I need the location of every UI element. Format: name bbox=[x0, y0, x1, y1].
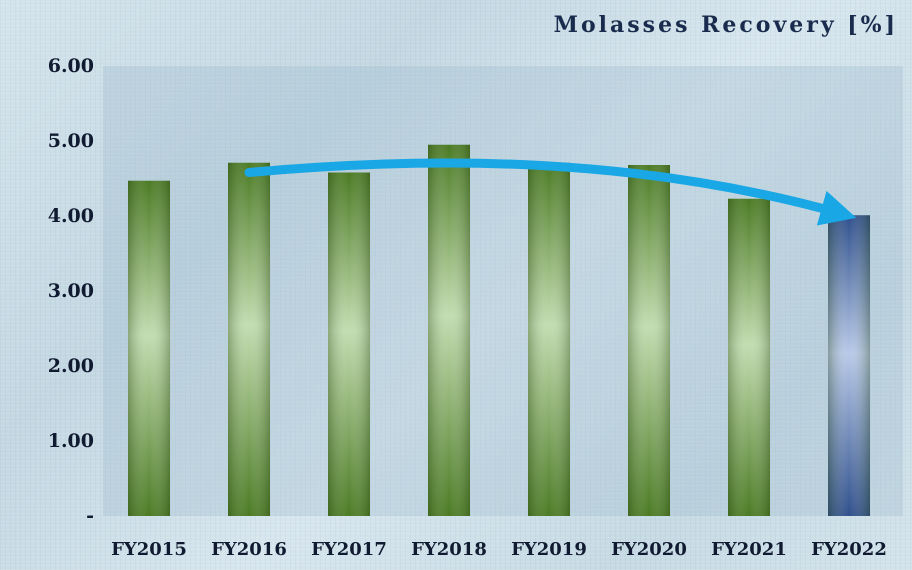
bar-shading bbox=[728, 198, 770, 516]
x-tick-label: FY2019 bbox=[511, 539, 587, 560]
x-tick-label: FY2022 bbox=[811, 539, 887, 560]
y-axis: - 1.00 2.00 3.00 4.00 5.00 6.00 bbox=[48, 55, 94, 527]
bar-shading bbox=[228, 162, 270, 516]
bar-shading bbox=[428, 144, 470, 516]
x-tick-label: FY2021 bbox=[711, 539, 787, 560]
annotations bbox=[244, 158, 857, 226]
y-tick-label: 2.00 bbox=[48, 355, 94, 377]
bar-shading bbox=[128, 180, 170, 516]
y-tick-label: 3.00 bbox=[48, 280, 94, 302]
bar-shading bbox=[628, 165, 670, 516]
y-tick-label: 6.00 bbox=[48, 55, 94, 77]
chart-title: Molasses Recovery [%] bbox=[553, 12, 898, 38]
x-tick-label: FY2016 bbox=[211, 539, 287, 560]
bars bbox=[128, 144, 870, 516]
y-tick-label: 5.00 bbox=[48, 130, 94, 152]
y-tick-label: 1.00 bbox=[48, 430, 94, 452]
bar-shading bbox=[828, 215, 870, 516]
x-axis: FY2015 FY2016 FY2017 FY2018 FY2019 FY2020 FY20… bbox=[111, 539, 887, 560]
trend-arrow bbox=[244, 158, 857, 226]
x-tick-label: FY2015 bbox=[111, 539, 187, 560]
y-tick-label: - bbox=[86, 505, 94, 527]
x-tick-label: FY2020 bbox=[611, 539, 687, 560]
x-tick-label: FY2018 bbox=[411, 539, 487, 560]
bar-shading bbox=[328, 172, 370, 516]
x-tick-label: FY2017 bbox=[311, 539, 387, 560]
bar-shading bbox=[528, 162, 570, 516]
y-tick-label: 4.00 bbox=[48, 205, 94, 227]
